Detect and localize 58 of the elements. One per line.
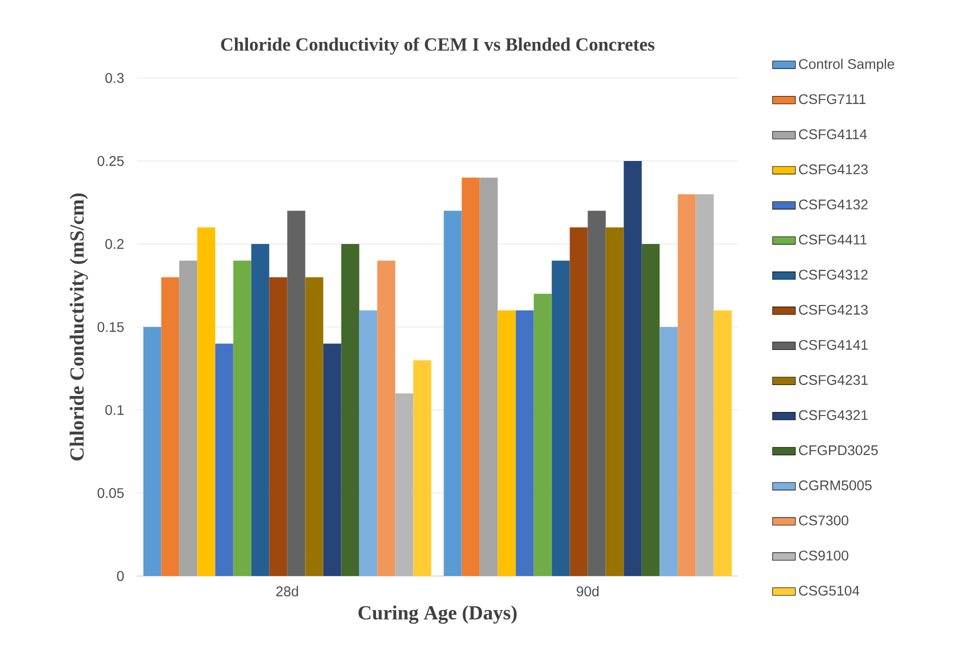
y-tick-label: 0.2 xyxy=(105,239,124,249)
bar xyxy=(377,260,396,576)
legend-label: CS9100 xyxy=(798,550,848,561)
legend-label: CFGPD3025 xyxy=(798,445,878,456)
bar xyxy=(678,194,696,576)
y-axis-title: Chloride Conductivity (mS/cm) xyxy=(70,193,88,460)
bar xyxy=(161,277,180,576)
bar xyxy=(516,310,534,576)
legend-label: CSFG4132 xyxy=(798,200,868,210)
legend-label: CSFG7111 xyxy=(798,94,866,104)
bar xyxy=(179,260,198,576)
bar xyxy=(552,260,570,576)
legend-label: CSFG4213 xyxy=(798,304,868,315)
bar xyxy=(251,244,270,576)
bar xyxy=(606,227,624,576)
legend-label: CSFG4114 xyxy=(798,129,867,140)
bar xyxy=(233,260,252,576)
legend-label: CSFG4231 xyxy=(798,375,868,385)
chart-title: Chloride Conductivity of CEM I vs Blended Concretes xyxy=(221,37,654,55)
bar xyxy=(269,277,288,576)
bar xyxy=(413,360,432,576)
bar xyxy=(287,210,306,576)
y-tick-label: 0 xyxy=(117,571,124,581)
bar xyxy=(197,227,216,576)
legend-label: CSFG4312 xyxy=(798,270,868,280)
legend-label: CSFG4141 xyxy=(798,340,868,350)
legend-label: CS7300 xyxy=(798,515,848,526)
bar xyxy=(215,344,234,576)
bar xyxy=(323,344,342,576)
legend-label: CSG5104 xyxy=(798,586,860,596)
bar xyxy=(642,244,660,576)
legend-label: Control Sample xyxy=(798,58,894,72)
y-tick-label: 0.25 xyxy=(98,156,124,166)
legend-label: CGRM5005 xyxy=(798,480,872,490)
bar xyxy=(305,277,324,576)
y-tick-label: 0.1 xyxy=(105,405,124,415)
y-tick-label: 0.3 xyxy=(105,73,124,83)
x-tick-label: 28d xyxy=(276,586,298,596)
x-tick-label: 90d xyxy=(576,586,599,596)
bar xyxy=(588,210,606,576)
y-tick-label: 0.05 xyxy=(98,488,124,498)
bar xyxy=(462,178,480,576)
bar xyxy=(341,244,360,576)
bar xyxy=(359,310,378,576)
bar xyxy=(143,327,162,576)
bar xyxy=(624,160,642,576)
y-tick-label: 0.15 xyxy=(98,322,124,332)
bar xyxy=(480,178,498,576)
legend-label: CSFG4123 xyxy=(798,164,868,174)
x-axis-title: Curing Age (Days) xyxy=(358,605,517,624)
legend-label: CSFG4411 xyxy=(798,234,867,245)
bar xyxy=(714,310,732,576)
legend-label: CSFG4321 xyxy=(798,410,868,420)
bar xyxy=(444,210,462,576)
bar xyxy=(498,310,516,576)
bar xyxy=(570,227,588,576)
bar xyxy=(660,327,678,576)
bar xyxy=(534,294,552,576)
